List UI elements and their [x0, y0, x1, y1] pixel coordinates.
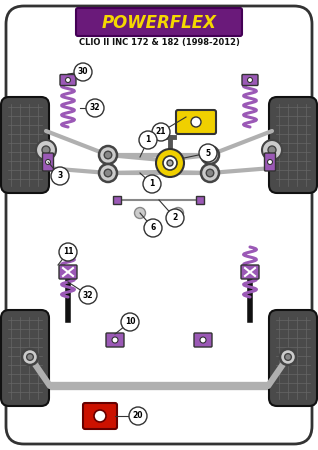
Circle shape	[112, 337, 118, 343]
Circle shape	[280, 349, 296, 365]
Text: 20: 20	[133, 411, 143, 420]
Circle shape	[66, 77, 71, 82]
Circle shape	[36, 140, 56, 160]
Circle shape	[51, 167, 69, 185]
FancyBboxPatch shape	[242, 75, 258, 86]
Circle shape	[121, 313, 139, 331]
FancyBboxPatch shape	[176, 110, 216, 134]
FancyBboxPatch shape	[241, 265, 259, 279]
Text: 32: 32	[90, 104, 100, 112]
Text: 1: 1	[149, 180, 155, 189]
Text: CLIO II INC 172 & 182 (1998-2012): CLIO II INC 172 & 182 (1998-2012)	[79, 37, 239, 46]
Circle shape	[268, 146, 276, 154]
FancyBboxPatch shape	[269, 97, 317, 193]
Text: 3: 3	[57, 171, 63, 180]
Circle shape	[135, 207, 146, 219]
Circle shape	[45, 159, 51, 165]
FancyBboxPatch shape	[265, 153, 275, 171]
FancyBboxPatch shape	[83, 403, 117, 429]
Circle shape	[86, 99, 104, 117]
Circle shape	[27, 354, 33, 360]
Text: 32: 32	[83, 291, 93, 300]
Circle shape	[163, 156, 177, 170]
Text: 30: 30	[78, 68, 88, 76]
FancyBboxPatch shape	[1, 97, 49, 193]
Circle shape	[199, 144, 217, 162]
Circle shape	[166, 209, 184, 227]
Circle shape	[74, 63, 92, 81]
Circle shape	[201, 146, 219, 164]
Circle shape	[99, 146, 117, 164]
FancyBboxPatch shape	[106, 333, 124, 347]
Circle shape	[191, 117, 201, 127]
Circle shape	[206, 151, 214, 159]
Text: 5: 5	[205, 148, 211, 157]
Text: 6: 6	[150, 224, 156, 233]
Circle shape	[152, 123, 170, 141]
FancyBboxPatch shape	[1, 310, 49, 406]
Circle shape	[129, 407, 147, 425]
Circle shape	[206, 169, 214, 177]
Text: 10: 10	[125, 318, 135, 327]
Circle shape	[143, 175, 161, 193]
Circle shape	[99, 164, 117, 182]
Circle shape	[104, 169, 112, 177]
Text: 1: 1	[145, 135, 151, 144]
FancyBboxPatch shape	[76, 8, 242, 36]
FancyBboxPatch shape	[59, 265, 77, 279]
Circle shape	[247, 77, 252, 82]
Text: 11: 11	[63, 248, 73, 256]
Circle shape	[262, 140, 282, 160]
Text: POWERFLEX: POWERFLEX	[101, 14, 217, 32]
Circle shape	[22, 349, 38, 365]
Circle shape	[59, 243, 77, 261]
FancyBboxPatch shape	[60, 75, 76, 86]
Bar	[196, 196, 204, 204]
Circle shape	[139, 131, 157, 149]
Circle shape	[79, 286, 97, 304]
Circle shape	[104, 151, 112, 159]
FancyBboxPatch shape	[269, 310, 317, 406]
Bar	[113, 196, 121, 204]
Circle shape	[144, 219, 162, 237]
Text: 21: 21	[156, 127, 166, 136]
Circle shape	[42, 146, 50, 154]
Circle shape	[200, 337, 206, 343]
Circle shape	[201, 164, 219, 182]
Circle shape	[156, 149, 184, 177]
Circle shape	[172, 207, 183, 219]
FancyBboxPatch shape	[6, 6, 312, 444]
Text: 2: 2	[172, 213, 178, 222]
FancyBboxPatch shape	[43, 153, 53, 171]
Circle shape	[94, 410, 106, 422]
Circle shape	[267, 159, 273, 165]
FancyBboxPatch shape	[194, 333, 212, 347]
Circle shape	[285, 354, 291, 360]
Circle shape	[167, 160, 173, 166]
